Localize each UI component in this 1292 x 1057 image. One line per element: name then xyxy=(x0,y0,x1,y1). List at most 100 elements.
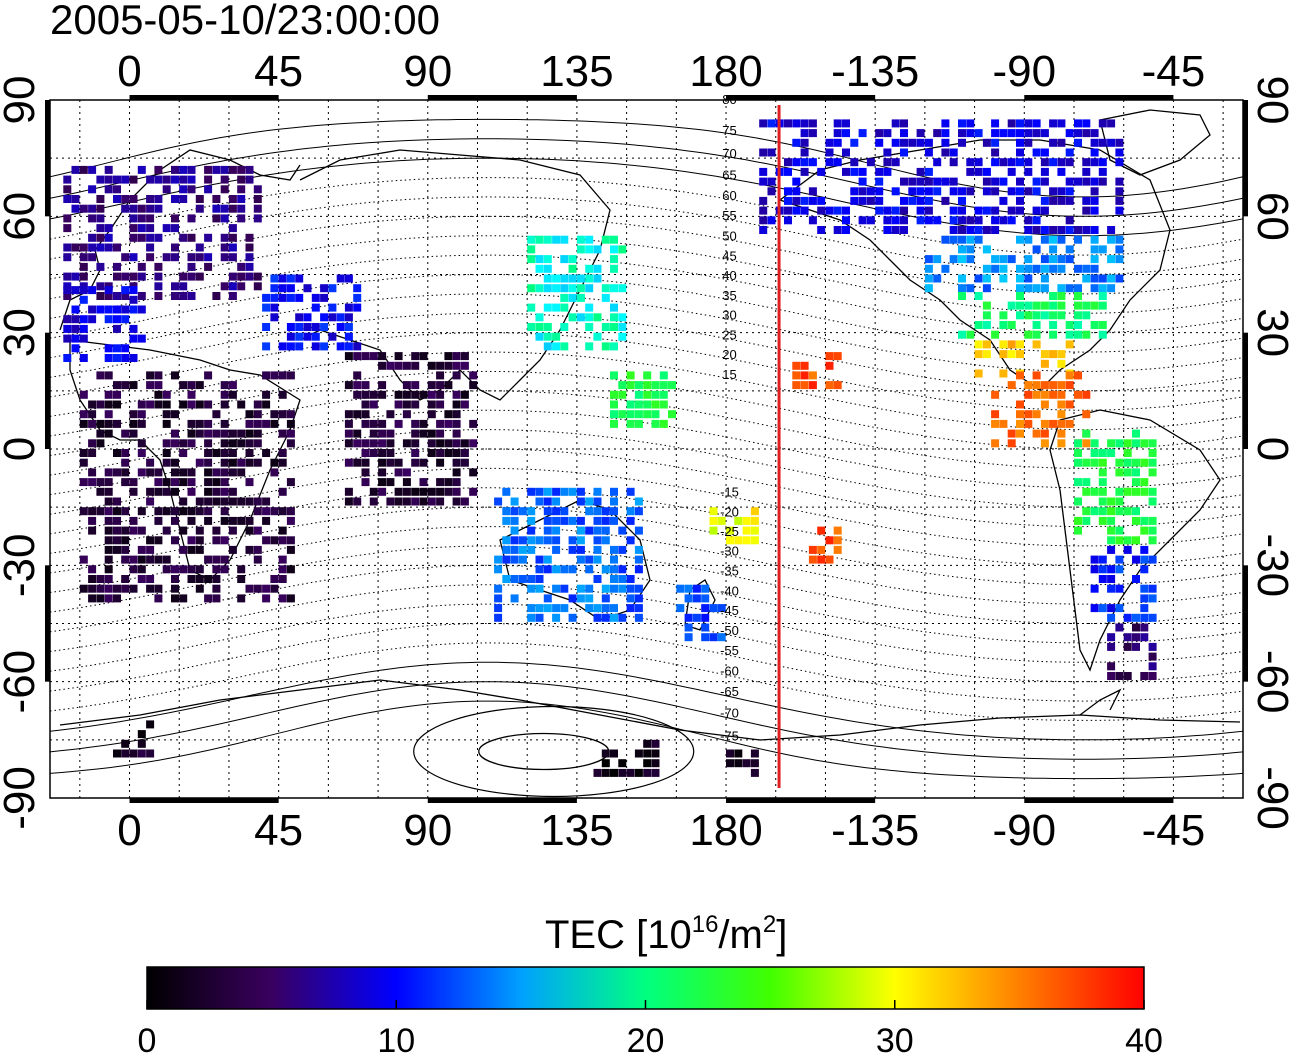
tec-cell xyxy=(833,226,842,234)
tec-cell xyxy=(1107,633,1116,642)
tec-cell xyxy=(262,516,271,525)
tec-cell xyxy=(88,575,97,583)
tec-cell xyxy=(195,243,204,252)
tec-cell xyxy=(137,555,146,564)
tec-cell xyxy=(759,196,768,205)
tec-cell xyxy=(154,165,163,174)
tec-cell xyxy=(610,390,618,399)
tec-cell xyxy=(121,381,130,390)
left-lat-tick-label: 90 xyxy=(0,76,44,125)
tec-cell xyxy=(1098,497,1107,506)
map-title: 2005-05-10/23:00:00 xyxy=(50,0,440,43)
tec-cell xyxy=(436,381,445,390)
tec-cell xyxy=(237,468,246,477)
tec-cell xyxy=(104,594,113,603)
tec-cell xyxy=(63,334,72,343)
tec-cell xyxy=(1074,129,1082,138)
tec-cell xyxy=(212,487,221,496)
tec-cell xyxy=(1016,235,1024,244)
tec-cell xyxy=(527,584,536,593)
tec-cell xyxy=(96,243,105,252)
tec-cell xyxy=(1082,311,1091,320)
tec-cell xyxy=(121,507,130,516)
tec-cell xyxy=(958,196,966,205)
magnetic-latitude-label: 20 xyxy=(722,347,736,362)
tec-cell xyxy=(692,594,701,603)
tec-cell xyxy=(228,243,237,252)
tec-cell xyxy=(1057,419,1066,428)
tec-cell xyxy=(96,224,105,233)
tec-cell xyxy=(958,235,966,244)
tec-cell xyxy=(825,158,834,167)
tec-cell xyxy=(576,245,585,254)
tec-cell xyxy=(63,315,72,324)
tec-cell xyxy=(560,255,569,264)
tec-cell xyxy=(1074,311,1082,320)
tec-cell xyxy=(527,284,536,293)
tec-cell xyxy=(469,419,478,428)
tec-cell xyxy=(626,584,635,593)
tec-cell xyxy=(1040,390,1049,399)
tec-cell xyxy=(104,371,113,380)
tec-cell xyxy=(924,264,933,273)
tec-cell xyxy=(817,555,826,564)
tec-cell xyxy=(245,516,254,525)
left-lat-tick-label: 60 xyxy=(0,192,44,241)
tec-cell xyxy=(1007,187,1016,196)
tec-cell xyxy=(891,158,900,167)
tec-cell xyxy=(618,768,627,777)
tec-cell xyxy=(924,255,933,264)
tec-cell xyxy=(402,390,411,399)
tec-cell xyxy=(560,342,569,351)
tec-cell xyxy=(63,354,72,362)
tec-cell xyxy=(825,555,834,564)
tec-cell xyxy=(71,334,80,343)
tec-cell xyxy=(510,545,519,554)
tec-cell xyxy=(237,195,246,203)
tec-cell xyxy=(361,400,370,409)
tec-cell xyxy=(79,458,88,467)
tec-cell xyxy=(543,507,552,516)
tec-cell xyxy=(966,216,975,225)
tec-cell xyxy=(411,429,420,438)
tec-cell xyxy=(162,449,171,457)
tec-cell xyxy=(800,119,809,128)
tec-cell xyxy=(850,187,859,196)
tec-cell xyxy=(1032,429,1041,438)
tec-cell xyxy=(469,487,478,496)
tec-cell xyxy=(129,233,138,242)
tec-cell xyxy=(1148,516,1157,525)
tec-cell xyxy=(1107,613,1116,622)
tec-cell xyxy=(1032,264,1041,273)
tec-cell xyxy=(518,575,527,583)
tec-cell xyxy=(320,293,329,302)
tec-cell xyxy=(411,458,420,467)
tec-cell xyxy=(113,507,121,516)
tec-cell xyxy=(1074,264,1082,273)
right-lat-tick-label: 60 xyxy=(1248,192,1292,241)
tec-cell xyxy=(883,216,892,225)
tec-cell xyxy=(568,545,577,554)
tec-cell xyxy=(129,478,138,487)
tec-cell xyxy=(369,497,378,506)
tec-cell xyxy=(113,749,121,758)
tec-cell xyxy=(593,526,602,535)
tec-cell xyxy=(999,321,1008,329)
tec-cell xyxy=(1057,350,1066,359)
tec-cell xyxy=(610,497,618,506)
tec-cell xyxy=(427,487,436,496)
tec-cell xyxy=(618,526,627,535)
tec-cell xyxy=(1082,264,1091,273)
tec-cell xyxy=(958,226,966,234)
tec-cell xyxy=(121,344,130,353)
tec-cell xyxy=(1007,301,1016,310)
tec-cell xyxy=(784,216,792,225)
tec-cell xyxy=(800,196,809,205)
tec-cell xyxy=(643,739,652,748)
tec-cell xyxy=(121,555,130,564)
tec-cell xyxy=(378,361,387,370)
tec-cell xyxy=(137,410,146,419)
tec-cell xyxy=(113,354,121,362)
tec-cell xyxy=(353,390,362,399)
tec-cell xyxy=(96,507,105,516)
